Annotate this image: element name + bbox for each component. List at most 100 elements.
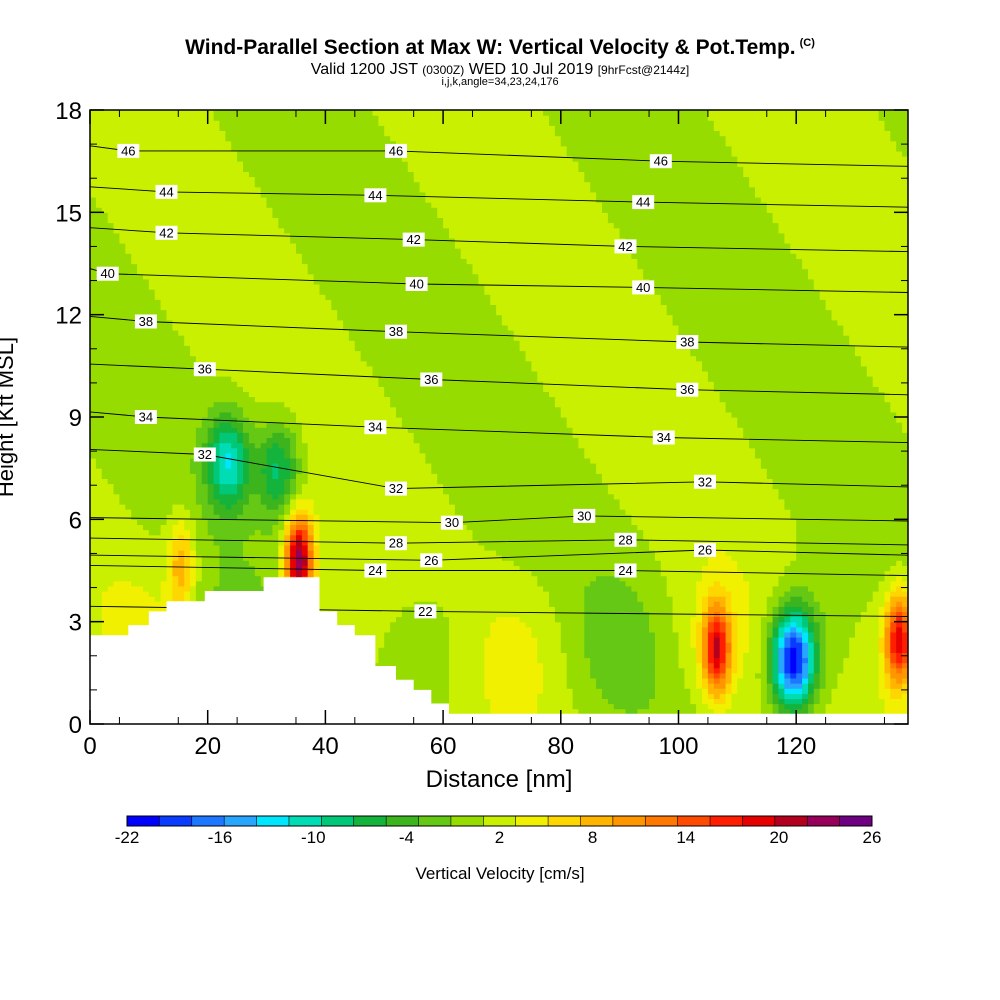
velocity-cell [90,575,97,582]
velocity-cell [284,232,291,239]
velocity-cell [237,514,244,520]
velocity-cell [313,289,321,295]
velocity-cell [225,498,232,505]
velocity-cell [225,324,232,331]
velocity-cell [231,304,238,311]
velocity-cell [143,130,150,137]
velocity-cell [248,273,256,280]
velocity-cell [178,130,185,137]
velocity-cell [266,319,273,326]
velocity-cell [137,181,144,188]
velocity-cell [101,550,109,556]
velocity-cell [213,370,221,377]
velocity-cell [260,468,268,474]
velocity-cell [237,130,244,137]
velocity-cell [272,227,279,234]
velocity-cell [219,197,226,203]
velocity-cell [143,437,150,444]
velocity-cell [184,324,191,331]
velocity-cell [207,539,215,546]
velocity-cell [225,284,232,290]
velocity-cell [290,340,297,346]
velocity-cell [266,360,273,367]
velocity-cell [284,417,291,423]
velocity-cell [272,248,279,254]
velocity-cell [172,212,179,218]
velocity-cell [307,555,315,561]
velocity-cell [119,324,126,331]
velocity-cell [190,304,197,311]
velocity-cell [131,258,138,265]
velocity-cell [278,478,285,485]
velocity-cell [243,519,250,525]
velocity-cell [90,181,97,188]
velocity-cell [260,248,268,254]
velocity-cell [166,314,173,321]
velocity-cell [307,197,315,203]
velocity-cell [260,463,268,469]
velocity-cell [101,309,109,316]
velocity-cell [254,406,262,413]
velocity-cell [190,447,197,454]
velocity-cell [95,212,103,218]
velocity-cell [113,406,120,413]
velocity-cell [260,330,268,336]
velocity-cell [296,391,303,398]
velocity-cell [313,120,321,126]
velocity-cell [319,452,326,459]
velocity-cell [184,340,191,346]
velocity-cell [301,145,309,152]
velocity-cell [325,135,332,142]
velocity-cell [131,391,138,398]
velocity-cell [272,376,279,382]
velocity-cell [201,181,209,188]
velocity-cell [307,442,315,449]
velocity-cell [113,524,120,531]
velocity-cell [95,432,103,438]
velocity-cell [113,232,120,239]
velocity-cell [237,452,244,459]
velocity-cell [125,611,132,618]
velocity-cell [184,585,191,592]
velocity-cell [119,457,126,464]
velocity-cell [284,550,291,556]
velocity-cell [254,442,262,449]
velocity-cell [313,493,321,500]
velocity-cell [195,125,203,131]
velocity-cell [143,197,150,203]
velocity-cell [219,284,226,290]
velocity-cell [201,319,209,326]
velocity-cell [101,591,109,597]
velocity-cell [166,345,173,352]
velocity-cell [131,217,138,224]
velocity-cell [213,519,221,525]
velocity-cell [107,406,115,413]
velocity-cell [225,125,232,131]
velocity-cell [172,350,179,357]
velocity-cell [166,171,173,178]
velocity-cell [254,202,262,208]
velocity-cell [119,248,126,254]
velocity-cell [107,401,115,408]
velocity-cell [219,360,226,367]
velocity-cell [272,125,279,131]
velocity-cell [101,606,109,612]
velocity-cell [260,509,268,515]
velocity-cell [325,237,332,244]
velocity-cell [325,519,332,525]
velocity-cell [313,370,321,377]
velocity-cell [266,268,273,275]
velocity-cell [260,539,268,546]
velocity-cell [178,171,185,178]
velocity-cell [166,432,173,438]
velocity-cell [201,580,209,587]
velocity-cell [296,498,303,505]
velocity-cell [119,294,126,300]
velocity-cell [266,140,273,147]
velocity-cell [225,309,232,316]
velocity-cell [248,248,256,254]
velocity-cell [325,591,332,597]
velocity-cell [225,268,232,275]
velocity-cell [184,406,191,413]
velocity-cell [325,186,332,193]
